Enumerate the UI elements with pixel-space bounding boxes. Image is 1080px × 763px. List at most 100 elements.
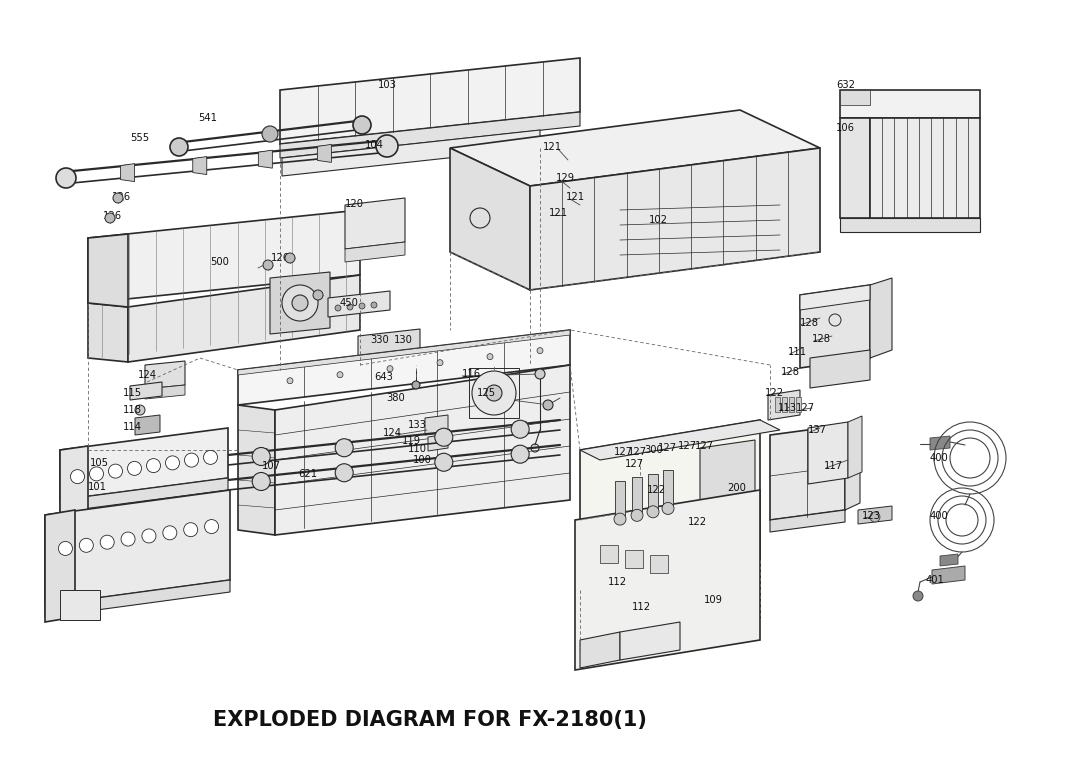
Text: 127: 127	[627, 447, 647, 457]
Polygon shape	[580, 420, 760, 650]
Text: 125: 125	[477, 388, 496, 398]
Text: 107: 107	[262, 461, 281, 471]
Polygon shape	[575, 490, 760, 670]
Text: 632: 632	[836, 80, 855, 90]
Text: 126: 126	[112, 192, 131, 202]
Text: 121: 121	[566, 192, 585, 202]
Circle shape	[535, 369, 545, 379]
Polygon shape	[800, 285, 870, 310]
Polygon shape	[121, 163, 135, 182]
Text: 110: 110	[408, 444, 427, 454]
Polygon shape	[135, 415, 160, 435]
Circle shape	[100, 535, 114, 549]
Bar	[650, 555, 669, 573]
Circle shape	[662, 503, 674, 514]
Polygon shape	[328, 291, 390, 317]
Text: 123: 123	[862, 511, 881, 521]
Polygon shape	[357, 350, 420, 367]
Bar	[663, 471, 673, 505]
Bar	[60, 590, 100, 620]
Circle shape	[437, 359, 443, 365]
Circle shape	[113, 193, 123, 203]
Polygon shape	[282, 130, 540, 176]
Circle shape	[121, 532, 135, 546]
Bar	[600, 545, 618, 563]
Circle shape	[253, 472, 270, 491]
Text: 127: 127	[796, 403, 815, 413]
Circle shape	[511, 420, 529, 438]
Polygon shape	[357, 329, 420, 357]
Circle shape	[487, 353, 492, 359]
Polygon shape	[238, 330, 570, 405]
Circle shape	[204, 520, 218, 533]
Circle shape	[387, 365, 393, 372]
Text: 128: 128	[781, 367, 800, 377]
Polygon shape	[700, 500, 755, 518]
Text: 130: 130	[394, 335, 413, 345]
Text: 122: 122	[647, 485, 666, 495]
Circle shape	[353, 116, 372, 134]
Circle shape	[615, 513, 626, 525]
Text: 122: 122	[688, 517, 707, 527]
Circle shape	[435, 453, 453, 472]
Circle shape	[359, 303, 365, 309]
Polygon shape	[87, 210, 360, 303]
Circle shape	[90, 467, 104, 481]
Text: 127: 127	[696, 441, 714, 451]
Polygon shape	[700, 440, 755, 508]
Polygon shape	[60, 478, 228, 512]
Text: 200: 200	[727, 483, 746, 493]
Polygon shape	[770, 425, 845, 520]
Polygon shape	[580, 420, 780, 460]
Polygon shape	[870, 118, 980, 218]
Polygon shape	[45, 490, 230, 605]
Polygon shape	[238, 330, 570, 375]
Text: 400: 400	[930, 453, 948, 463]
Circle shape	[135, 405, 145, 415]
Text: 500: 500	[210, 257, 229, 267]
Polygon shape	[145, 385, 185, 399]
Circle shape	[511, 445, 529, 463]
Polygon shape	[275, 365, 570, 535]
Circle shape	[335, 439, 353, 457]
Bar	[615, 481, 625, 516]
Polygon shape	[437, 430, 449, 440]
Polygon shape	[338, 439, 350, 451]
Text: 124: 124	[383, 428, 402, 438]
Polygon shape	[270, 272, 330, 334]
Text: 541: 541	[198, 113, 217, 123]
Text: 105: 105	[90, 458, 109, 468]
Polygon shape	[620, 622, 680, 660]
Circle shape	[147, 459, 161, 472]
Text: 128: 128	[800, 318, 819, 328]
Polygon shape	[318, 144, 332, 163]
Text: 380: 380	[386, 393, 405, 403]
Text: 643: 643	[374, 372, 393, 382]
Circle shape	[184, 523, 198, 536]
Polygon shape	[810, 350, 870, 388]
Text: 104: 104	[365, 140, 383, 150]
Polygon shape	[845, 418, 860, 510]
Circle shape	[262, 126, 278, 142]
Polygon shape	[280, 58, 580, 144]
Text: 117: 117	[824, 461, 843, 471]
Text: 120: 120	[345, 199, 364, 209]
Text: 126: 126	[271, 253, 291, 263]
Polygon shape	[60, 446, 87, 516]
Text: 101: 101	[87, 482, 107, 492]
Circle shape	[285, 253, 295, 263]
Circle shape	[376, 135, 399, 157]
Circle shape	[79, 539, 93, 552]
Polygon shape	[345, 242, 405, 262]
Polygon shape	[848, 416, 862, 478]
Circle shape	[543, 400, 553, 410]
Circle shape	[108, 464, 122, 478]
Polygon shape	[238, 405, 275, 535]
Text: 122: 122	[765, 388, 784, 398]
Circle shape	[411, 381, 420, 389]
Circle shape	[372, 302, 377, 308]
Circle shape	[631, 510, 643, 521]
Circle shape	[435, 428, 453, 446]
Circle shape	[486, 385, 502, 401]
Polygon shape	[130, 382, 162, 400]
